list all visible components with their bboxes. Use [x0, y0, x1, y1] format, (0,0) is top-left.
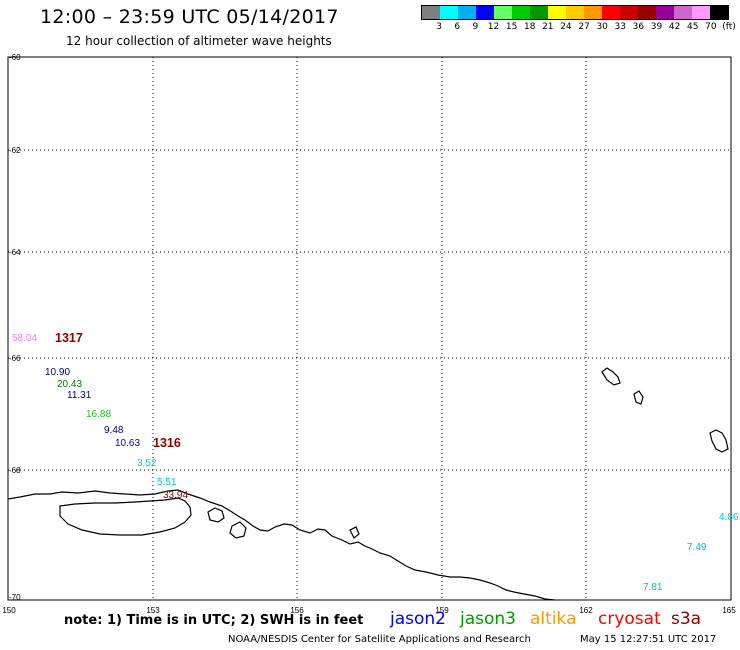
scale-label: 24 — [560, 22, 572, 32]
scale-swatch — [692, 6, 710, 19]
generated-timestamp: May 15 12:27:51 UTC 2017 — [580, 634, 717, 645]
satellite-cryosat-label: cryosat — [598, 609, 661, 629]
lon-label: 165 — [722, 606, 736, 615]
pass-id-label: 1317 — [55, 331, 83, 345]
lat-label: -70 — [9, 593, 21, 602]
scale-swatch — [584, 6, 602, 19]
pass-id-label: 1316 — [153, 436, 181, 450]
swh-value-label: 58.04 — [12, 333, 37, 344]
balleny-island-outline — [601, 367, 621, 386]
wave-height-observations: 58.04 1317 10.90 20.43 11.31 16.88 9.48 … — [12, 331, 739, 593]
swh-value-label: 16.88 — [86, 409, 111, 420]
longitude-labels: 150 153 156 159 162 165 — [2, 606, 736, 615]
lon-label: 162 — [579, 606, 593, 615]
scale-label: 39 — [650, 22, 663, 32]
scale-label: 15 — [505, 22, 518, 32]
color-scale-legend: 3 6 9 12 15 18 21 24 27 30 33 36 39 42 45 70 (ft) — [421, 5, 736, 32]
scale-swatch — [530, 6, 548, 19]
lon-label: 153 — [146, 606, 160, 615]
scale-label: 9 — [472, 22, 479, 32]
swh-value-label: 20.43 — [57, 379, 82, 390]
lat-label: -68 — [9, 466, 21, 475]
scale-swatch — [638, 6, 656, 19]
map-graticule — [8, 57, 731, 600]
scale-swatch — [548, 6, 566, 19]
scale-swatch — [620, 6, 638, 19]
swh-value-label: 5.51 — [157, 477, 177, 488]
scale-label: (ft) — [722, 22, 736, 32]
swh-value-label: 10.90 — [45, 367, 70, 378]
island-outline — [349, 526, 360, 539]
scale-swatch — [710, 6, 728, 19]
satellite-s3a-label: s3a — [671, 609, 702, 629]
scale-label: 21 — [542, 22, 554, 32]
swh-value-label: 7.81 — [643, 582, 663, 593]
scale-swatch — [674, 6, 692, 19]
scale-label: 70 — [705, 22, 717, 32]
scale-swatch — [656, 6, 674, 19]
satellite-jason2-label: jason2 — [390, 609, 446, 629]
satellite-jason3-label: jason3 — [460, 609, 516, 629]
scale-label: 12 — [487, 22, 500, 32]
scale-swatch — [458, 6, 476, 19]
lon-label: 156 — [290, 606, 304, 615]
balleny-island-outline — [709, 429, 729, 453]
swh-value-label: 9.48 — [104, 425, 124, 436]
scale-label: 3 — [436, 22, 442, 32]
swh-value-label: 11.31 — [67, 390, 92, 401]
scale-swatch — [494, 6, 512, 19]
scale-swatch — [440, 6, 458, 19]
swh-value-label: 33.94 — [163, 490, 188, 501]
antarctic-coastline — [7, 489, 556, 601]
scale-swatch — [476, 6, 494, 19]
swh-value-label: 10.63 — [115, 438, 140, 449]
swh-value-label: 4.86 — [719, 512, 739, 523]
balleny-island-outline — [633, 390, 644, 405]
scale-swatch — [566, 6, 584, 19]
latitude-labels: -60 -62 -64 -66 -68 -70 — [9, 53, 21, 602]
page-title: 12:00 – 23:59 UTC 05/14/2017 — [40, 6, 339, 28]
scale-label: 18 — [523, 22, 536, 32]
lat-label: -60 — [9, 53, 21, 62]
satellite-altika-label: altika — [530, 609, 577, 629]
scale-label: 33 — [614, 22, 627, 32]
scale-swatch — [512, 6, 530, 19]
island-outline — [229, 521, 247, 539]
scale-label: 45 — [687, 22, 699, 32]
scale-label: 42 — [668, 22, 681, 32]
color-scale-bar — [421, 5, 729, 20]
island-outline — [207, 507, 225, 523]
swh-value-label: 7.49 — [687, 542, 707, 553]
color-scale-labels: 3 6 9 12 15 18 21 24 27 30 33 36 39 42 45 70 (ft) — [421, 20, 736, 32]
ice-shelf-outline — [59, 497, 192, 536]
lat-label: -64 — [9, 248, 21, 257]
scale-label: 6 — [454, 22, 461, 32]
lat-label: -62 — [9, 146, 21, 155]
lon-label: 150 — [2, 606, 16, 615]
credit-line: NOAA/NESDIS Center for Satellite Applica… — [228, 634, 531, 645]
units-note: note: 1) Time is in UTC; 2) SWH is in fe… — [64, 613, 364, 628]
scale-label: 27 — [578, 22, 590, 32]
scale-swatch — [422, 6, 440, 19]
coastline — [7, 367, 729, 601]
scale-label: 36 — [632, 22, 645, 32]
map-frame — [7, 56, 732, 601]
swh-value-label: 3.52 — [137, 458, 157, 469]
scale-swatch — [602, 6, 620, 19]
scale-label: 30 — [596, 22, 608, 32]
lon-label: 159 — [435, 606, 449, 615]
lat-label: -66 — [9, 354, 21, 363]
page-subtitle: 12 hour collection of altimeter wave hei… — [66, 34, 332, 48]
